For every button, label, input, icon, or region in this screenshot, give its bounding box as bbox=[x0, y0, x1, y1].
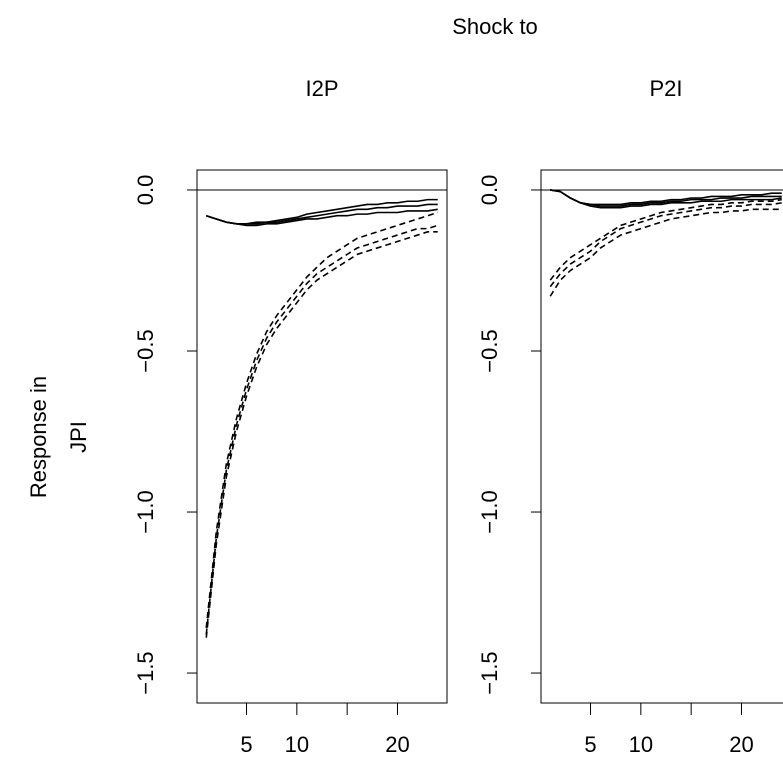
series-line bbox=[550, 189, 782, 209]
x-tick-label: 20 bbox=[385, 732, 409, 757]
series-line bbox=[549, 198, 782, 281]
x-tick-label: 10 bbox=[629, 732, 653, 757]
y-axis-label: Response in bbox=[26, 376, 51, 498]
y-tick-label: −1.0 bbox=[133, 490, 158, 533]
series-line bbox=[549, 208, 782, 297]
series-line bbox=[550, 189, 782, 206]
panel-title: P2I bbox=[649, 76, 682, 101]
x-tick-label: 10 bbox=[285, 732, 309, 757]
y-tick-label: −0.5 bbox=[477, 329, 502, 372]
x-tick-label: 20 bbox=[729, 732, 753, 757]
series-line bbox=[205, 224, 438, 635]
x-tick-label: 5 bbox=[584, 732, 596, 757]
plot-frame bbox=[196, 169, 448, 704]
y-tick-label: −1.0 bbox=[477, 490, 502, 533]
plot-frame bbox=[540, 169, 783, 704]
x-tick-label: 5 bbox=[240, 732, 252, 757]
y-tick-label: −1.5 bbox=[133, 651, 158, 694]
y-tick-label: 0.0 bbox=[133, 175, 158, 206]
series-line bbox=[205, 231, 438, 638]
panel-title: I2P bbox=[305, 76, 338, 101]
y-tick-label: −0.5 bbox=[133, 329, 158, 372]
y-tick-label: −1.5 bbox=[477, 651, 502, 694]
y-tick-label: 0.0 bbox=[477, 175, 502, 206]
series-line bbox=[206, 198, 438, 225]
figure-title: Shock to bbox=[452, 14, 538, 39]
series-line bbox=[205, 211, 438, 629]
series-line bbox=[206, 203, 438, 225]
y-axis-label: JPI bbox=[66, 421, 91, 453]
panel: I2P 0.0 −0.5 −1.0 −1.5 5 10 20 bbox=[133, 76, 448, 757]
series-line bbox=[549, 202, 782, 288]
series-line bbox=[206, 208, 438, 227]
panel: P2I 0.0 −0.5 −1.0 −1.5 5 10 20 bbox=[477, 76, 783, 757]
